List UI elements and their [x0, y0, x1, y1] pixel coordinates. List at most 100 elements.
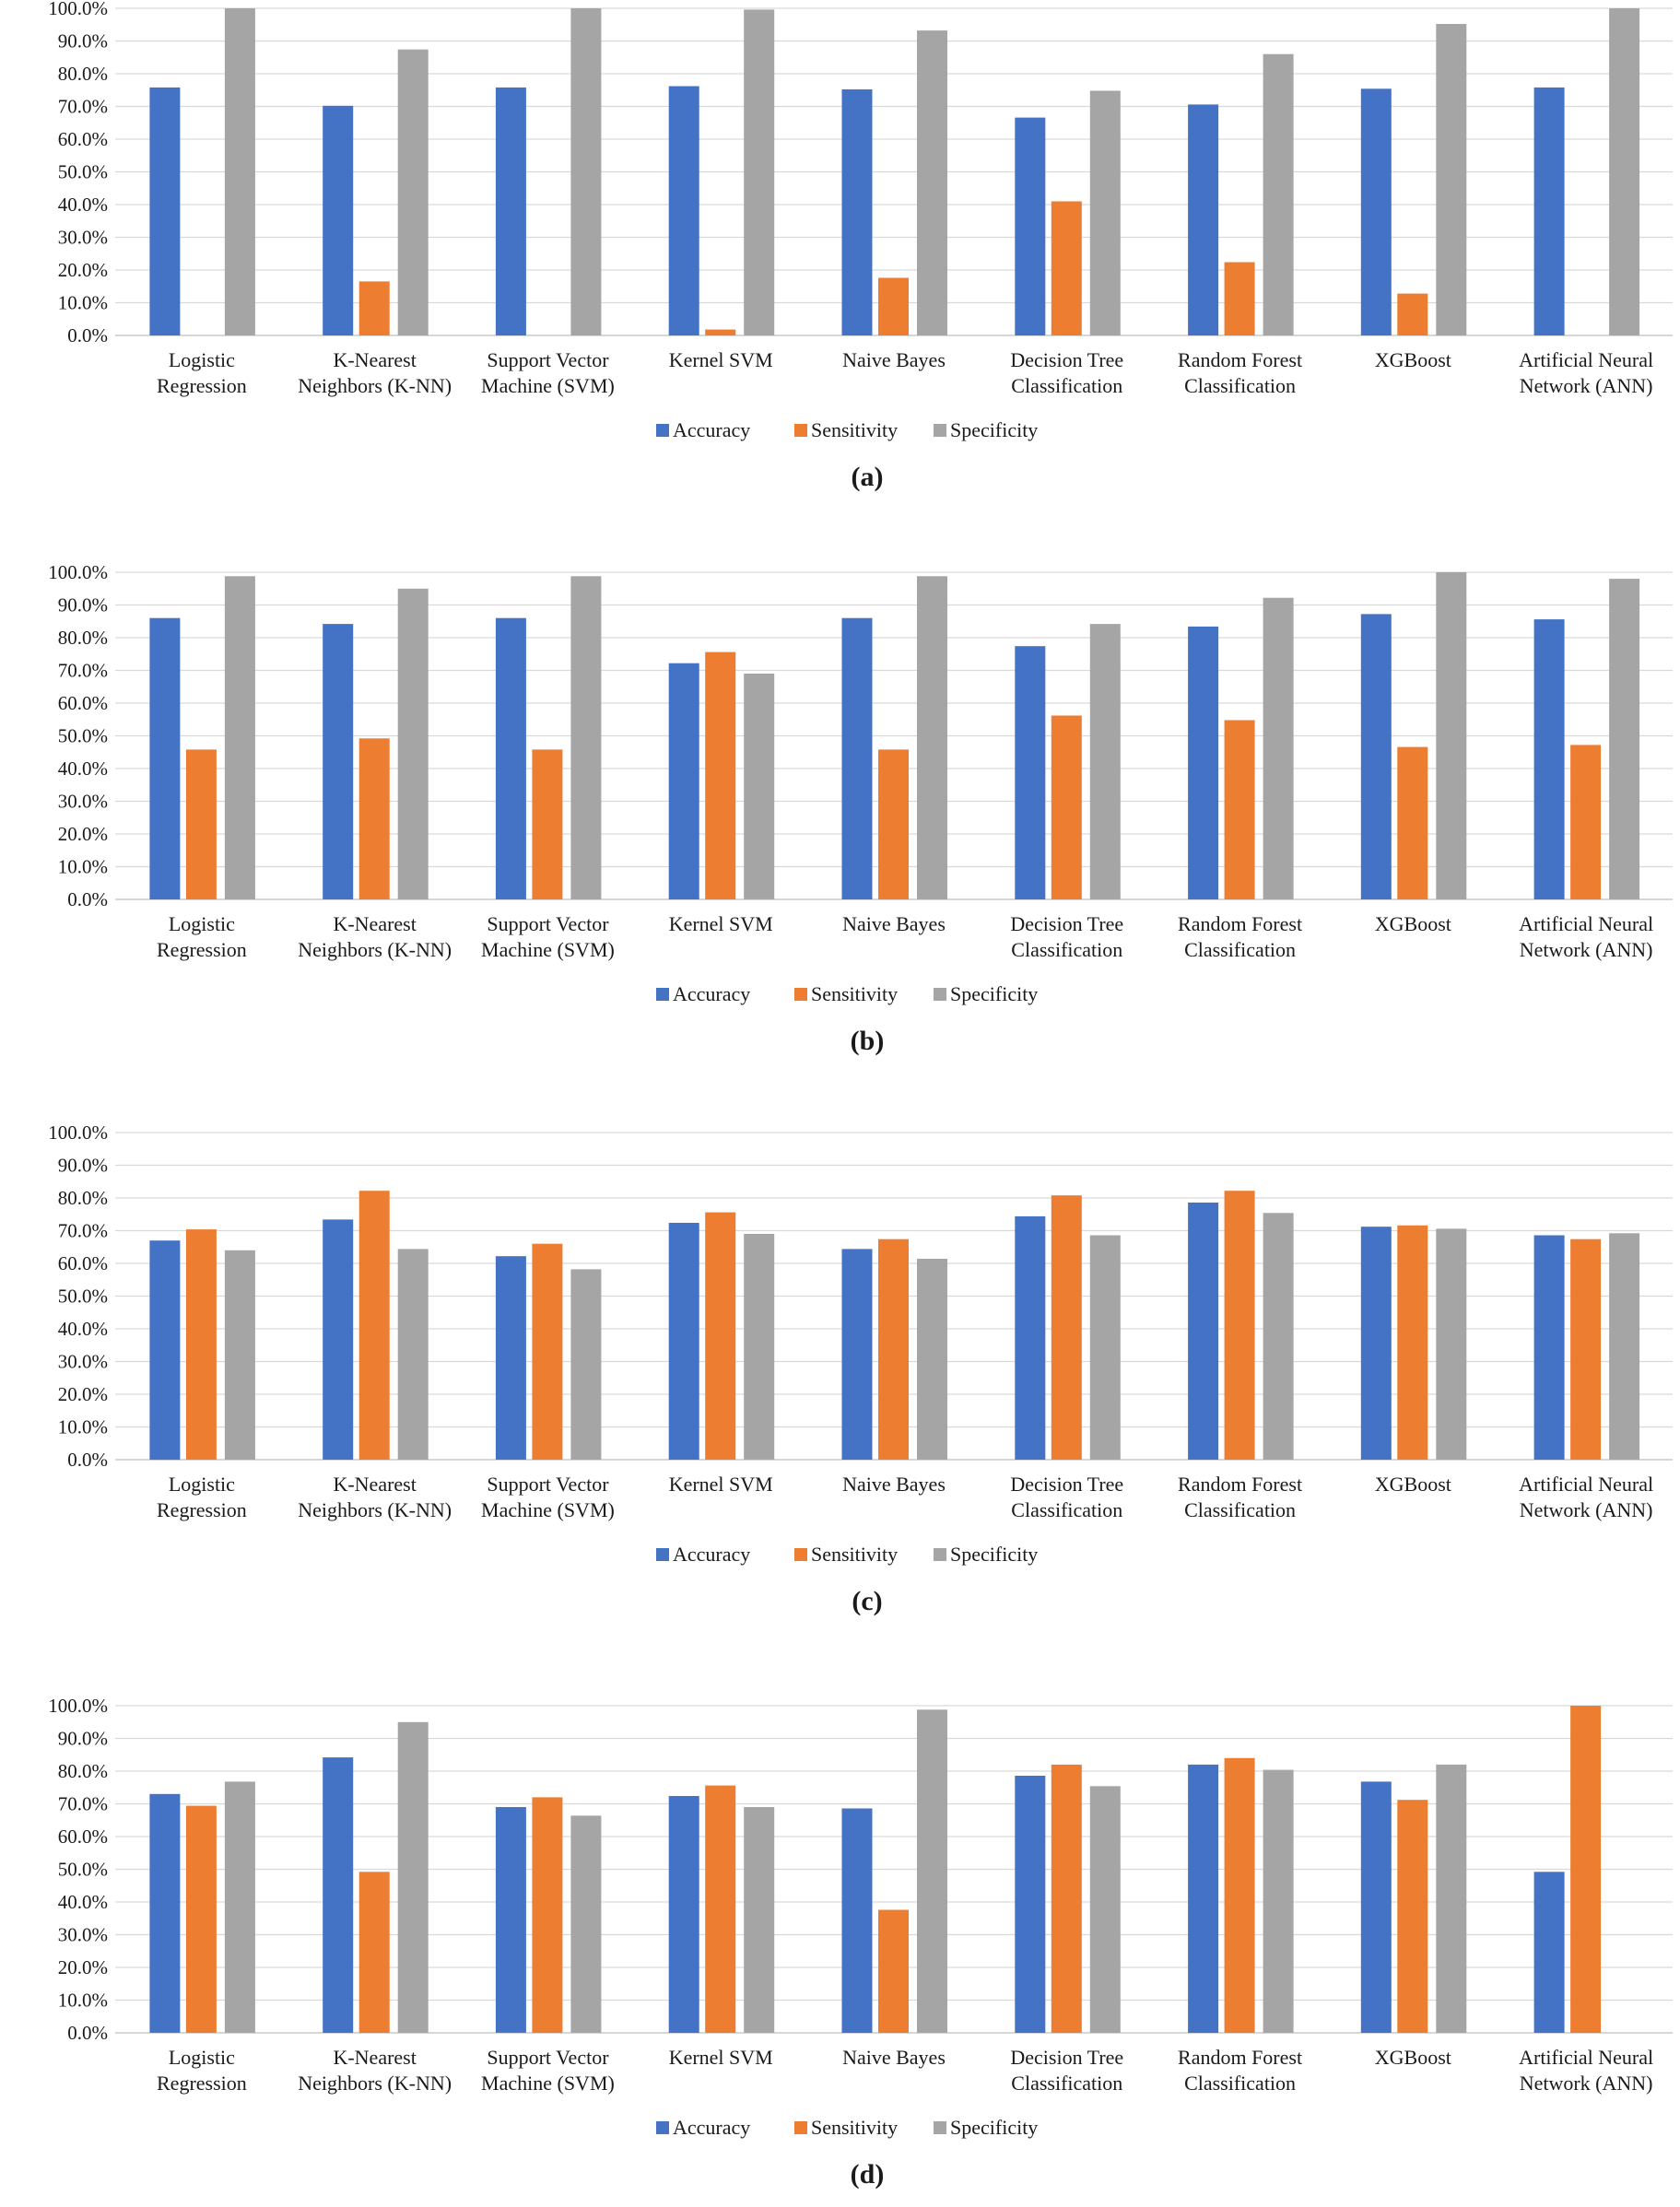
chart-panel-4: 0.0% 10.0% 20.0% 30.0% 40.0% 50.0% 60.0% 70.0% 8… [48, 1695, 1673, 2189]
bar-accuracy [1360, 1227, 1392, 1460]
bar-specificity [1263, 1769, 1294, 2033]
bar-accuracy [323, 1757, 354, 2033]
x-tick-label: Machine (SVM) [481, 1498, 615, 1521]
legend: Accuracy Sensitivity Specificity [656, 1543, 1038, 1566]
x-tick-label: XGBoost [1375, 2046, 1451, 2069]
bar-sensitivity [358, 1872, 390, 2033]
series-sensitivity [185, 1191, 1602, 1460]
x-tick-label: Network (ANN) [1520, 374, 1653, 397]
bar-accuracy [841, 1249, 873, 1460]
bar-specificity [224, 8, 255, 335]
x-tick-label: Support Vector [487, 1473, 609, 1496]
legend-label-specificity: Specificity [950, 2116, 1038, 2139]
series-specificity [224, 1709, 1467, 2034]
bar-specificity [397, 49, 429, 335]
x-tick-label: Machine (SVM) [481, 374, 615, 397]
bar-specificity [917, 1709, 947, 2033]
y-tick-label: 40.0% [58, 1318, 108, 1340]
bar-specificity [917, 1259, 947, 1460]
y-tick-label: 30.0% [58, 791, 108, 813]
x-tick-label: Kernel SVM [669, 912, 773, 935]
y-tick-label: 50.0% [58, 1859, 108, 1881]
bar-specificity [570, 576, 602, 899]
x-tick-label: Regression [157, 1498, 247, 1521]
bar-sensitivity [358, 1191, 390, 1460]
y-tick-label: 50.0% [58, 725, 108, 747]
x-tick-label: Classification [1184, 938, 1296, 961]
bar-accuracy [1360, 614, 1392, 899]
x-tick-label: Machine (SVM) [481, 938, 615, 961]
x-tick-label: XGBoost [1375, 348, 1451, 371]
series-accuracy [149, 1757, 1565, 2033]
bar-accuracy [1015, 1215, 1046, 1460]
x-tick-label: Regression [157, 2072, 247, 2095]
x-tick-label: Classification [1011, 2072, 1122, 2095]
bar-specificity [917, 30, 947, 335]
x-tick-label: Classification [1184, 2072, 1296, 2095]
x-tick-label: XGBoost [1375, 1473, 1451, 1496]
x-tick-label: K-Nearest [333, 2046, 416, 2069]
bar-accuracy [668, 86, 699, 335]
x-tick-label: Decision Tree [1010, 912, 1123, 935]
chart-panel-3: 0.0% 10.0% 20.0% 30.0% 40.0% 50.0% 60.0% 70.0% 8… [48, 1121, 1673, 1616]
bar-accuracy [841, 1808, 873, 2033]
y-tick-label: 70.0% [58, 96, 108, 118]
bar-accuracy [1533, 1872, 1565, 2033]
bar-sensitivity [1051, 1764, 1082, 2033]
series-accuracy [149, 86, 1565, 336]
legend-label-sensitivity: Sensitivity [811, 982, 898, 1005]
bar-specificity [570, 8, 602, 335]
x-tick-label: Classification [1184, 1498, 1296, 1521]
bar-specificity [1609, 8, 1640, 335]
legend-swatch-sensitivity [794, 2121, 807, 2134]
bar-specificity [744, 1234, 775, 1460]
bar-accuracy [149, 1793, 181, 2033]
x-tick-label: Naive Bayes [842, 2046, 946, 2069]
bar-sensitivity [1397, 1800, 1428, 2033]
series-specificity [224, 8, 1640, 336]
bar-specificity [1609, 1233, 1640, 1460]
y-tick-label: 20.0% [58, 259, 108, 281]
legend-label-specificity: Specificity [950, 418, 1038, 441]
x-tick-label: Classification [1011, 374, 1122, 397]
y-tick-label: 80.0% [58, 1760, 108, 1782]
y-tick-label: 100.0% [48, 561, 108, 583]
bar-accuracy [1015, 646, 1046, 899]
x-tick-label: K-Nearest [333, 348, 416, 371]
series-sensitivity [185, 652, 1602, 899]
bar-specificity [224, 1250, 255, 1460]
x-tick-label: Random Forest [1178, 348, 1302, 371]
bar-accuracy [149, 617, 181, 899]
bar-accuracy [495, 1256, 526, 1460]
y-tick-label: 10.0% [58, 292, 108, 314]
y-tick-label: 30.0% [58, 227, 108, 249]
bar-sensitivity [705, 652, 736, 899]
legend: Accuracy Sensitivity Specificity [656, 2116, 1038, 2139]
x-tick-label: Classification [1011, 938, 1122, 961]
legend-label-accuracy: Accuracy [673, 2116, 750, 2139]
x-tick-label: Random Forest [1178, 1473, 1302, 1496]
bar-sensitivity [532, 1797, 563, 2033]
bar-accuracy [323, 1219, 354, 1460]
x-tick-label: Logistic [169, 348, 235, 371]
x-tick-label: Kernel SVM [669, 348, 773, 371]
bar-specificity [224, 1781, 255, 2033]
bar-sensitivity [878, 277, 909, 335]
legend-swatch-specificity [934, 424, 946, 437]
series-specificity [224, 1213, 1640, 1460]
chart-panel-1: 0.0% 10.0% 20.0% 30.0% 40.0% 50.0% 60.0% 70.0% 8… [48, 0, 1673, 492]
x-tick-label: Artificial Neural [1519, 1473, 1653, 1496]
y-tick-label: 10.0% [58, 1990, 108, 2012]
x-tick-label: Regression [157, 938, 247, 961]
bar-sensitivity [705, 1212, 736, 1460]
bar-specificity [397, 1249, 429, 1460]
y-tick-label: 70.0% [58, 1793, 108, 1815]
legend-label-sensitivity: Sensitivity [811, 2116, 898, 2139]
bar-specificity [1089, 1786, 1121, 2033]
x-tick-label: Neighbors (K-NN) [298, 1498, 452, 1521]
bar-specificity [1263, 53, 1294, 335]
bar-accuracy [495, 1807, 526, 2033]
x-tick-label: Kernel SVM [669, 2046, 773, 2069]
y-tick-label: 60.0% [58, 1252, 108, 1274]
